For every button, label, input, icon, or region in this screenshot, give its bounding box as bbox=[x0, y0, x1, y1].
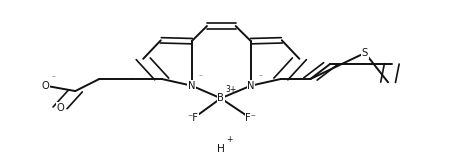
Text: H: H bbox=[217, 144, 225, 154]
Text: B: B bbox=[218, 93, 224, 103]
Text: ⁻: ⁻ bbox=[199, 73, 203, 82]
Text: ⁻: ⁻ bbox=[258, 73, 262, 82]
Text: O: O bbox=[42, 81, 49, 91]
Text: +: + bbox=[226, 135, 232, 144]
Text: ⁻: ⁻ bbox=[52, 73, 55, 82]
Text: N: N bbox=[188, 81, 195, 91]
Text: S: S bbox=[362, 48, 368, 58]
Text: F⁻: F⁻ bbox=[245, 113, 256, 123]
Text: O: O bbox=[56, 103, 64, 113]
Text: 3+: 3+ bbox=[225, 85, 237, 94]
Text: N: N bbox=[247, 81, 255, 91]
Text: ⁻F: ⁻F bbox=[188, 113, 199, 123]
